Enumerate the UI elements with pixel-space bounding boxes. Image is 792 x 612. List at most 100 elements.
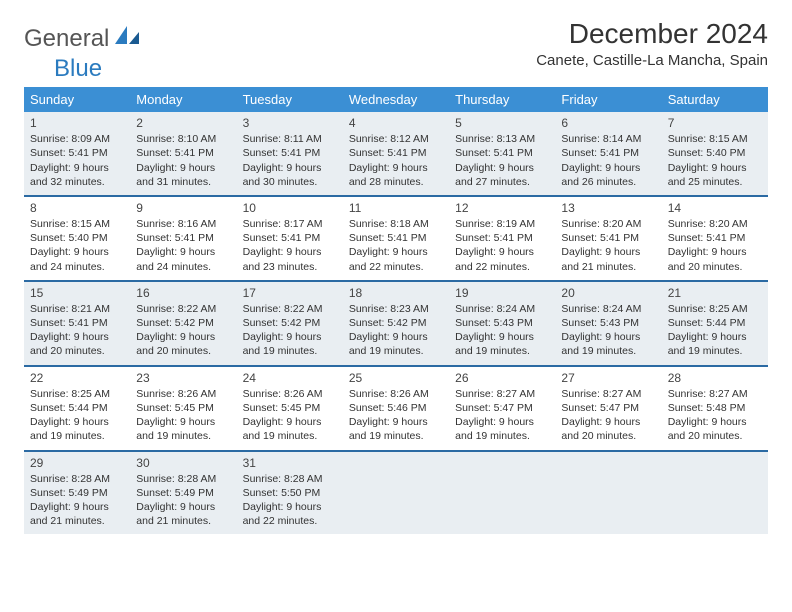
weeks-container: 1Sunrise: 8:09 AMSunset: 5:41 PMDaylight…	[24, 112, 768, 534]
sunrise-text: Sunrise: 8:16 AM	[136, 217, 230, 231]
day-number: 19	[455, 285, 549, 301]
calendar-cell: 20Sunrise: 8:24 AMSunset: 5:43 PMDayligh…	[555, 282, 661, 365]
calendar-cell: 8Sunrise: 8:15 AMSunset: 5:40 PMDaylight…	[24, 197, 130, 280]
calendar-cell: 6Sunrise: 8:14 AMSunset: 5:41 PMDaylight…	[555, 112, 661, 195]
sunrise-text: Sunrise: 8:26 AM	[349, 387, 443, 401]
day-number: 7	[668, 115, 762, 131]
sunset-text: Sunset: 5:50 PM	[243, 486, 337, 500]
day-number: 1	[30, 115, 124, 131]
day-number: 18	[349, 285, 443, 301]
day-number: 15	[30, 285, 124, 301]
daylight-text: Daylight: 9 hours and 19 minutes.	[668, 330, 762, 358]
day-number: 13	[561, 200, 655, 216]
sunrise-text: Sunrise: 8:09 AM	[30, 132, 124, 146]
sunrise-text: Sunrise: 8:14 AM	[561, 132, 655, 146]
calendar-cell: 1Sunrise: 8:09 AMSunset: 5:41 PMDaylight…	[24, 112, 130, 195]
calendar-cell: 4Sunrise: 8:12 AMSunset: 5:41 PMDaylight…	[343, 112, 449, 195]
sunrise-text: Sunrise: 8:28 AM	[243, 472, 337, 486]
daylight-text: Daylight: 9 hours and 19 minutes.	[30, 415, 124, 443]
daylight-text: Daylight: 9 hours and 19 minutes.	[349, 415, 443, 443]
daylight-text: Daylight: 9 hours and 19 minutes.	[243, 415, 337, 443]
sunset-text: Sunset: 5:48 PM	[668, 401, 762, 415]
day-number: 30	[136, 455, 230, 471]
daylight-text: Daylight: 9 hours and 26 minutes.	[561, 161, 655, 189]
day-number: 9	[136, 200, 230, 216]
sunrise-text: Sunrise: 8:20 AM	[561, 217, 655, 231]
sunset-text: Sunset: 5:47 PM	[455, 401, 549, 415]
daylight-text: Daylight: 9 hours and 19 minutes.	[349, 330, 443, 358]
daylight-text: Daylight: 9 hours and 32 minutes.	[30, 161, 124, 189]
daylight-text: Daylight: 9 hours and 19 minutes.	[136, 415, 230, 443]
day-number: 11	[349, 200, 443, 216]
daylight-text: Daylight: 9 hours and 19 minutes.	[455, 330, 549, 358]
sunset-text: Sunset: 5:41 PM	[349, 231, 443, 245]
sunrise-text: Sunrise: 8:27 AM	[455, 387, 549, 401]
day-number: 26	[455, 370, 549, 386]
sunset-text: Sunset: 5:43 PM	[561, 316, 655, 330]
calendar-cell: 22Sunrise: 8:25 AMSunset: 5:44 PMDayligh…	[24, 367, 130, 450]
sunset-text: Sunset: 5:42 PM	[243, 316, 337, 330]
calendar-cell	[662, 452, 768, 535]
calendar-cell: 21Sunrise: 8:25 AMSunset: 5:44 PMDayligh…	[662, 282, 768, 365]
day-number: 3	[243, 115, 337, 131]
day-header-wed: Wednesday	[343, 87, 449, 112]
day-header-row: Sunday Monday Tuesday Wednesday Thursday…	[24, 87, 768, 112]
daylight-text: Daylight: 9 hours and 21 minutes.	[136, 500, 230, 528]
day-number: 24	[243, 370, 337, 386]
sunrise-text: Sunrise: 8:28 AM	[136, 472, 230, 486]
sunset-text: Sunset: 5:40 PM	[668, 146, 762, 160]
sunrise-text: Sunrise: 8:25 AM	[30, 387, 124, 401]
day-number: 5	[455, 115, 549, 131]
logo-word-1: General	[24, 25, 109, 53]
calendar-cell: 3Sunrise: 8:11 AMSunset: 5:41 PMDaylight…	[237, 112, 343, 195]
month-title: December 2024	[536, 18, 768, 50]
day-header-tue: Tuesday	[237, 87, 343, 112]
sunset-text: Sunset: 5:41 PM	[136, 231, 230, 245]
calendar-cell: 24Sunrise: 8:26 AMSunset: 5:45 PMDayligh…	[237, 367, 343, 450]
sunset-text: Sunset: 5:46 PM	[349, 401, 443, 415]
daylight-text: Daylight: 9 hours and 23 minutes.	[243, 245, 337, 273]
daylight-text: Daylight: 9 hours and 28 minutes.	[349, 161, 443, 189]
day-number: 27	[561, 370, 655, 386]
sunrise-text: Sunrise: 8:21 AM	[30, 302, 124, 316]
sunset-text: Sunset: 5:41 PM	[561, 146, 655, 160]
day-number: 31	[243, 455, 337, 471]
day-number: 6	[561, 115, 655, 131]
daylight-text: Daylight: 9 hours and 21 minutes.	[561, 245, 655, 273]
calendar-cell: 13Sunrise: 8:20 AMSunset: 5:41 PMDayligh…	[555, 197, 661, 280]
daylight-text: Daylight: 9 hours and 22 minutes.	[243, 500, 337, 528]
calendar-cell: 12Sunrise: 8:19 AMSunset: 5:41 PMDayligh…	[449, 197, 555, 280]
day-number: 29	[30, 455, 124, 471]
daylight-text: Daylight: 9 hours and 20 minutes.	[561, 415, 655, 443]
sunrise-text: Sunrise: 8:26 AM	[136, 387, 230, 401]
sunset-text: Sunset: 5:41 PM	[243, 231, 337, 245]
daylight-text: Daylight: 9 hours and 24 minutes.	[136, 245, 230, 273]
logo-word-2-wrap: Blue	[54, 55, 792, 83]
calendar-cell: 26Sunrise: 8:27 AMSunset: 5:47 PMDayligh…	[449, 367, 555, 450]
sunrise-text: Sunrise: 8:24 AM	[455, 302, 549, 316]
sunset-text: Sunset: 5:41 PM	[30, 146, 124, 160]
sunrise-text: Sunrise: 8:15 AM	[668, 132, 762, 146]
sunset-text: Sunset: 5:42 PM	[349, 316, 443, 330]
calendar-cell: 16Sunrise: 8:22 AMSunset: 5:42 PMDayligh…	[130, 282, 236, 365]
calendar-cell: 25Sunrise: 8:26 AMSunset: 5:46 PMDayligh…	[343, 367, 449, 450]
day-header-fri: Friday	[555, 87, 661, 112]
logo: General	[24, 24, 141, 53]
calendar-cell: 9Sunrise: 8:16 AMSunset: 5:41 PMDaylight…	[130, 197, 236, 280]
calendar-cell	[449, 452, 555, 535]
day-number: 22	[30, 370, 124, 386]
sunrise-text: Sunrise: 8:24 AM	[561, 302, 655, 316]
day-number: 23	[136, 370, 230, 386]
sunset-text: Sunset: 5:41 PM	[561, 231, 655, 245]
daylight-text: Daylight: 9 hours and 20 minutes.	[668, 415, 762, 443]
calendar-cell: 17Sunrise: 8:22 AMSunset: 5:42 PMDayligh…	[237, 282, 343, 365]
week-row: 1Sunrise: 8:09 AMSunset: 5:41 PMDaylight…	[24, 112, 768, 197]
sunset-text: Sunset: 5:43 PM	[455, 316, 549, 330]
calendar-cell: 28Sunrise: 8:27 AMSunset: 5:48 PMDayligh…	[662, 367, 768, 450]
daylight-text: Daylight: 9 hours and 20 minutes.	[30, 330, 124, 358]
sunset-text: Sunset: 5:41 PM	[455, 231, 549, 245]
daylight-text: Daylight: 9 hours and 19 minutes.	[243, 330, 337, 358]
sunset-text: Sunset: 5:41 PM	[668, 231, 762, 245]
sunrise-text: Sunrise: 8:19 AM	[455, 217, 549, 231]
day-number: 2	[136, 115, 230, 131]
